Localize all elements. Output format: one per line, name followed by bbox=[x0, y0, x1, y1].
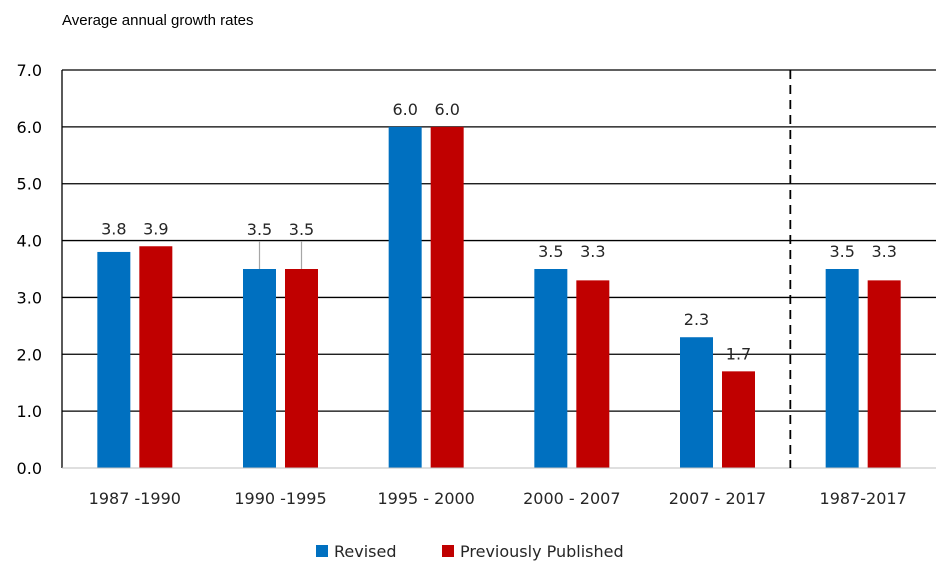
x-tick-label: 2007 - 2017 bbox=[669, 489, 766, 508]
x-tick-label: 1987 -1990 bbox=[89, 489, 181, 508]
legend-label: Previously Published bbox=[460, 542, 624, 561]
x-tick-label: 2000 - 2007 bbox=[523, 489, 620, 508]
legend-swatch bbox=[442, 545, 454, 557]
bar-previously-published bbox=[722, 371, 755, 468]
data-label: 1.7 bbox=[726, 344, 751, 363]
x-tick-label: 1990 -1995 bbox=[234, 489, 326, 508]
bars bbox=[97, 126, 901, 468]
data-label: 3.5 bbox=[538, 242, 563, 261]
data-label: 3.5 bbox=[289, 220, 314, 239]
y-tick-label: 2.0 bbox=[17, 345, 42, 364]
y-tick-label: 4.0 bbox=[17, 232, 42, 251]
y-tick-label: 7.0 bbox=[17, 61, 42, 80]
y-tick-label: 5.0 bbox=[17, 175, 42, 194]
data-label: 3.5 bbox=[829, 242, 854, 261]
y-tick-label: 6.0 bbox=[17, 118, 42, 137]
data-label: 6.0 bbox=[434, 100, 459, 119]
legend-swatch bbox=[316, 545, 328, 557]
bar-revised bbox=[534, 269, 568, 468]
data-label: 3.3 bbox=[580, 242, 605, 261]
bar-revised bbox=[680, 337, 713, 468]
y-tick-label: 3.0 bbox=[17, 288, 42, 307]
legend-label: Revised bbox=[334, 542, 397, 561]
data-label: 3.8 bbox=[101, 219, 126, 238]
y-tick-label: 0.0 bbox=[17, 459, 42, 478]
axes: 0.0 1.0 2.0 3.0 4.0 5.0 6.0 7.0 1987 -1990 1990 -… bbox=[17, 61, 936, 508]
y-tick-label: 1.0 bbox=[17, 402, 42, 421]
bar-revised bbox=[243, 269, 276, 468]
legend: Revised Previously Published bbox=[316, 542, 624, 561]
bar-previously-published bbox=[430, 126, 464, 468]
bar-previously-published bbox=[867, 280, 901, 468]
x-tick-label: 1995 - 2000 bbox=[377, 489, 474, 508]
data-label: 3.5 bbox=[247, 220, 272, 239]
bar-revised bbox=[825, 269, 859, 468]
bar-revised bbox=[388, 126, 422, 468]
bar-previously-published bbox=[576, 280, 610, 468]
x-tick-label: 1987-2017 bbox=[820, 489, 907, 508]
data-labels: 3.8 3.9 3.5 3.5 6.0 6.0 3.5 3.3 2.3 1.7 3.5 3.3 bbox=[101, 100, 897, 363]
bar-revised bbox=[97, 251, 131, 468]
data-label: 3.9 bbox=[143, 219, 168, 238]
chart-subtitle: Average annual growth rates bbox=[62, 12, 254, 29]
bar-previously-published bbox=[285, 269, 318, 468]
data-label: 2.3 bbox=[684, 310, 709, 329]
bar-previously-published bbox=[139, 246, 173, 468]
gridlines bbox=[62, 69, 936, 412]
data-label: 6.0 bbox=[392, 100, 417, 119]
data-label: 3.3 bbox=[871, 242, 896, 261]
